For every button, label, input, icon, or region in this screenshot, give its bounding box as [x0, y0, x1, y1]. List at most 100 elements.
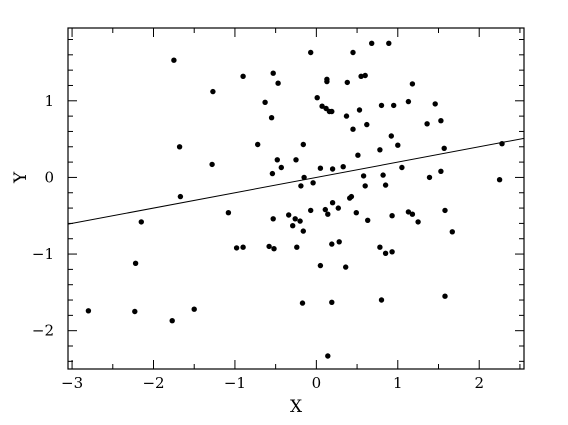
data-point	[409, 211, 416, 217]
data-point	[85, 308, 92, 314]
data-point	[310, 180, 316, 186]
data-point	[343, 264, 349, 270]
data-point	[377, 244, 383, 250]
data-point	[300, 228, 306, 234]
data-point	[266, 243, 272, 250]
data-point	[424, 121, 430, 127]
data-point	[329, 108, 335, 115]
data-point	[438, 168, 444, 174]
data-point	[298, 183, 304, 189]
data-point	[343, 113, 350, 119]
data-point	[432, 101, 438, 107]
data-point	[405, 98, 412, 105]
data-point	[382, 250, 389, 256]
y-tick-label: 0	[44, 168, 54, 186]
data-point	[391, 102, 397, 109]
data-point	[325, 353, 331, 359]
data-point	[340, 164, 346, 170]
data-point	[377, 147, 383, 153]
data-point	[138, 219, 144, 225]
data-point	[389, 213, 395, 219]
data-point	[269, 170, 276, 177]
data-point	[308, 207, 314, 214]
data-point	[442, 207, 448, 214]
data-point	[353, 210, 359, 216]
data-point	[294, 244, 300, 250]
data-point	[268, 115, 275, 121]
data-point	[389, 249, 395, 255]
data-point	[329, 200, 336, 206]
data-point	[360, 173, 367, 179]
data-point	[317, 165, 324, 171]
x-tick-label: 0	[312, 374, 322, 392]
data-point	[274, 157, 280, 163]
plot-frame	[67, 27, 525, 370]
data-point	[329, 241, 335, 247]
data-point	[191, 306, 197, 312]
data-point	[169, 318, 175, 324]
data-point	[438, 118, 444, 124]
data-point	[386, 40, 392, 46]
data-point	[240, 244, 246, 250]
data-point	[442, 293, 448, 299]
data-point	[171, 57, 177, 63]
data-point	[255, 141, 261, 148]
data-point	[415, 219, 421, 225]
data-point	[395, 142, 401, 148]
y-tick-label: −1	[32, 245, 54, 263]
data-point	[388, 133, 394, 139]
data-point	[335, 205, 341, 211]
data-point	[399, 164, 405, 171]
tick-labels: −3 −2 −1 0 1 2 −2 −1 0 1	[32, 92, 484, 392]
data-point	[322, 206, 328, 213]
data-point	[348, 193, 355, 200]
fit-line-group	[67, 137, 525, 225]
data-point	[378, 102, 385, 109]
data-point	[496, 177, 503, 183]
data-point	[324, 78, 330, 85]
x-tick-label: −3	[61, 374, 83, 392]
data-point	[233, 245, 240, 251]
data-point	[362, 183, 368, 189]
data-point	[270, 216, 276, 222]
data-point	[290, 223, 296, 229]
data-point	[317, 262, 324, 269]
x-tick-label: −1	[224, 374, 246, 392]
fit-line	[67, 137, 525, 225]
data-point	[297, 218, 303, 224]
data-points	[85, 40, 505, 359]
data-point	[270, 70, 276, 76]
data-point	[336, 239, 342, 245]
data-point	[369, 40, 375, 46]
data-point	[362, 72, 368, 79]
axis-ticks	[68, 28, 524, 369]
data-point	[275, 80, 281, 86]
data-point	[380, 172, 386, 178]
data-point	[240, 73, 246, 80]
data-point	[301, 174, 307, 181]
data-point	[355, 152, 361, 158]
data-point	[314, 95, 320, 101]
data-point	[409, 81, 416, 87]
data-point	[132, 308, 138, 315]
data-point	[329, 166, 336, 172]
y-tick-label: 1	[44, 92, 54, 110]
data-point	[441, 145, 447, 151]
x-axis-title: X	[290, 397, 303, 417]
data-point	[262, 99, 268, 106]
data-point	[358, 73, 364, 80]
data-point	[271, 246, 277, 252]
data-point	[426, 174, 433, 181]
data-point	[449, 229, 455, 235]
data-point	[365, 217, 371, 223]
data-point	[325, 211, 331, 217]
data-point	[364, 121, 370, 128]
data-point	[176, 144, 183, 150]
y-tick-label: −2	[32, 322, 54, 340]
data-point	[308, 49, 314, 56]
data-point	[225, 210, 232, 216]
data-point	[350, 126, 356, 132]
data-point	[350, 49, 356, 56]
data-point	[378, 297, 385, 303]
